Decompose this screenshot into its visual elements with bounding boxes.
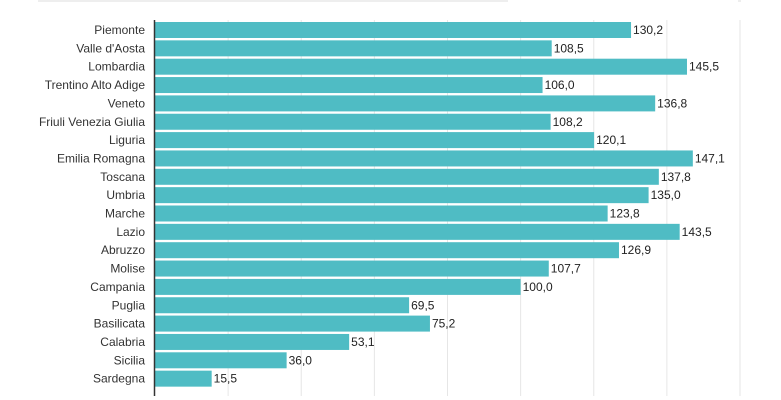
value-label: 75,2 [432,317,456,331]
bar [155,278,521,295]
category-label: Valle d'Aosta [76,41,145,55]
value-label: 135,0 [651,188,681,202]
category-label: Puglia [112,298,146,312]
category-label: Lazio [116,225,145,239]
bar [155,315,430,332]
category-label: Abruzzo [101,243,145,257]
bar [155,22,632,38]
bar [155,150,693,167]
category-label: Toscana [100,170,145,184]
value-label: 36,0 [289,353,313,367]
category-label: Emilia Romagna [57,151,145,165]
bar [155,297,410,314]
bar [155,95,656,112]
category-label: Piemonte [94,23,145,37]
value-label: 123,8 [610,207,640,221]
bar [155,132,595,149]
bar [155,352,287,369]
bar [155,113,551,130]
category-label: Molise [110,262,145,276]
category-label: Lombardia [88,60,145,74]
value-label: 136,8 [657,96,687,110]
value-label: 69,5 [411,298,435,312]
bar [155,77,543,94]
value-label: 137,8 [661,170,691,184]
top-divider-right [738,0,741,2]
category-label: Liguria [109,133,145,147]
bar-layer [155,22,693,387]
value-label: 145,5 [689,60,719,74]
bar [155,58,687,75]
category-label: Campania [90,280,145,294]
bar [155,333,350,350]
value-label: 130,2 [633,23,663,37]
bar [155,242,619,259]
value-label: 143,5 [682,225,712,239]
bar [155,260,549,277]
category-label: Sardegna [93,372,145,386]
value-label: 15,5 [214,372,238,386]
value-label: 147,1 [695,151,725,165]
value-label: 100,0 [523,280,553,294]
top-divider [38,0,508,2]
category-label: Umbria [106,188,145,202]
label-layer: Piemonte 130,2 Valle d'Aosta 108,5 Lombardia… [39,23,725,386]
bar [155,168,659,185]
category-label: Friuli Venezia Giulia [39,115,145,129]
bar [155,40,552,57]
bar [155,187,649,204]
value-label: 53,1 [351,335,375,349]
value-label: 106,0 [545,78,575,92]
bar [155,205,608,222]
category-label: Sicilia [114,353,146,367]
value-label: 120,1 [596,133,626,147]
category-label: Trentino Alto Adige [45,78,146,92]
category-label: Marche [105,207,145,221]
category-label: Calabria [100,335,145,349]
value-label: 108,2 [553,115,583,129]
value-label: 126,9 [621,243,651,257]
bar [155,370,212,387]
bar [155,223,680,240]
category-label: Veneto [108,96,146,110]
value-label: 107,7 [551,262,581,276]
value-label: 108,5 [554,41,584,55]
category-label: Basilicata [94,317,146,331]
